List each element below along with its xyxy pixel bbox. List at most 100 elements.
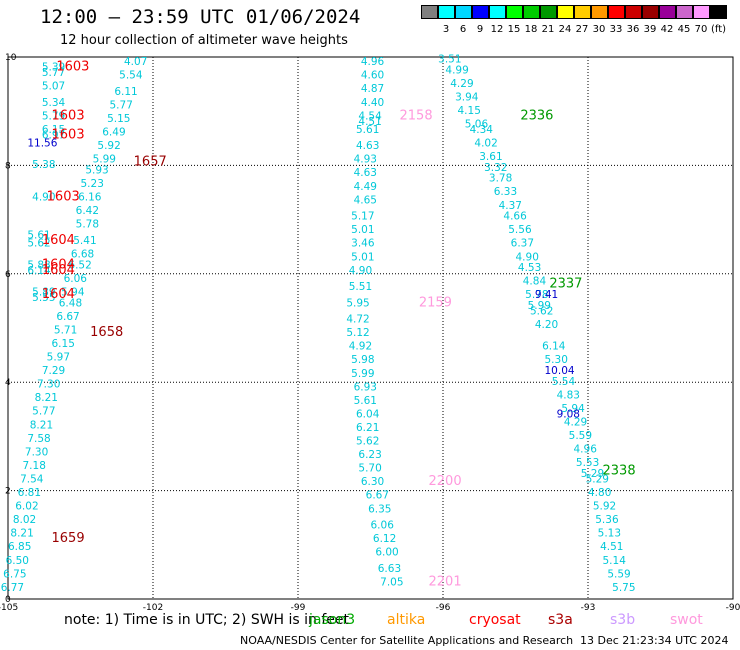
wave-height-label: 4.51 [358,116,381,128]
scale-swatch [523,5,540,19]
wave-height-label: 4.29 [564,417,587,429]
wave-height-label: 5.92 [97,140,120,152]
wave-height-label: 7.29 [42,365,65,377]
pass-time-label: 2158 [400,108,433,123]
scale-swatch [506,5,523,19]
wave-height-label: 6.15 [52,338,75,350]
scale-swatch [489,5,506,19]
pass-time-label: 2337 [549,276,582,291]
wave-height-label: 3.46 [351,238,375,250]
wave-height-label: 4.63 [354,167,377,179]
pass-time-label: 1604 [42,263,75,278]
wave-height-label: 4.49 [354,181,377,193]
pass-time-label: 1657 [134,154,167,169]
wave-height-label: 5.53 [576,457,599,469]
wave-height-label: 8.21 [10,528,33,540]
wave-height-label: 4.29 [450,78,473,90]
x-tick-label: -93 [581,603,596,613]
wave-height-label: 5.01 [351,251,374,263]
wave-height-label: 5.54 [119,70,143,82]
wave-height-label: 6.35 [368,503,391,515]
wave-height-label: 4.15 [458,105,481,117]
wave-height-label: 5.94 [561,403,585,415]
scale-label: 18 [524,24,538,35]
wave-height-label: 5.92 [593,501,616,513]
wave-height-label: 5.89 [32,286,55,298]
wave-height-label: 3.94 [455,91,479,103]
scale-swatch [625,5,642,19]
pass-time-label: 1604 [42,257,75,272]
wave-height-label: 6.48 [59,297,82,309]
wave-height-label: 6.04 [356,408,380,420]
wave-height-label: 3.51 [438,53,461,65]
wave-height-label: 5.98 [351,354,374,366]
wave-height-label: 3.32 [484,162,507,174]
wave-height-label: 5.77 [110,99,133,111]
timestamp-text: 13 Dec 21:23:34 UTC 2024 [580,634,729,647]
wave-height-label: 5.59 [569,430,592,442]
wave-height-label: 5.12 [346,327,369,339]
credit-text: NOAA/NESDIS Center for Satellite Applica… [240,634,574,647]
wave-height-label: 5.56 [508,224,532,236]
pass-time-label: 1603 [56,60,89,75]
pass-time-label: 1603 [47,190,80,205]
wave-height-label: 5.59 [607,568,630,580]
scale-label: 27 [575,24,589,35]
pass-time-label: 2338 [603,463,636,478]
wave-height-label: 5.88 [27,259,50,271]
wave-height-label: 5.17 [351,211,374,223]
wave-height-label: 6.14 [542,341,566,353]
scale-unit: (ft) [711,24,727,35]
pass-time-label: 2336 [520,108,553,123]
wave-height-label: 7.30 [37,379,60,391]
satellite-s3b: s3b [610,612,636,628]
wave-height-label: 6.81 [18,487,41,499]
scale-swatch [540,5,557,19]
wave-height-label: 5.30 [545,354,568,366]
wave-height-label: 6.12 [373,533,396,545]
scale-label: 6 [459,24,467,35]
wave-height-label: 7.58 [27,433,50,445]
wave-height-label: 6.11 [114,86,137,98]
wave-height-label: 5.62 [530,305,553,317]
wave-height-label: 3.61 [479,151,502,163]
wave-height-label: 5.79 [42,110,65,122]
wave-height-label: 5.93 [85,165,108,177]
scale-swatch [438,5,455,19]
wave-height-label: 11.56 [27,137,57,149]
wave-height-label: 6.85 [8,541,31,553]
wave-height-label: 4.07 [124,56,147,68]
wave-height-label: 5.61 [356,124,379,136]
scale-label: 30 [592,24,606,35]
scale-label: 42 [660,24,674,35]
wave-height-label: 6.16 [78,192,102,204]
wave-height-label: 4.83 [557,389,580,401]
wave-height-label: 5.61 [27,230,50,242]
wave-height-label: 5.55 [32,292,55,304]
wave-height-label: 5.06 [465,118,489,130]
satellite-s3a: s3a [548,612,573,628]
footer-note-text: note: 1) Time is in UTC; 2) SWH is in fe… [64,612,350,628]
pass-time-label: 1603 [52,127,85,142]
wave-height-label: 7.30 [25,446,48,458]
wave-height-label: 5.77 [42,67,65,79]
wave-height-label: 5.94 [61,286,85,298]
wave-height-label: 6.02 [15,501,38,513]
wave-height-label: 4.92 [349,341,372,353]
wave-height-label: 5.36 [595,514,619,526]
scale-swatch [608,5,625,19]
wave-height-label: 4.53 [518,262,541,274]
pass-time-label: 2200 [429,474,462,489]
scale-label: 9 [476,24,484,35]
plot-frame [7,56,734,600]
satellite-altika: altika [387,612,426,628]
wave-height-label: 5.14 [603,555,627,567]
chart-subtitle: 12 hour collection of altimeter wave hei… [60,33,348,48]
wave-height-label: 5.07 [42,81,65,93]
wave-height-label: 5.99 [528,300,551,312]
pass-time-label: 2159 [419,295,452,310]
wave-height-label: 6.14 [27,265,51,277]
wave-height-label: 6.00 [375,547,398,559]
wave-height-label: 5.15 [107,113,130,125]
wave-height-label: 5.54 [552,376,576,388]
